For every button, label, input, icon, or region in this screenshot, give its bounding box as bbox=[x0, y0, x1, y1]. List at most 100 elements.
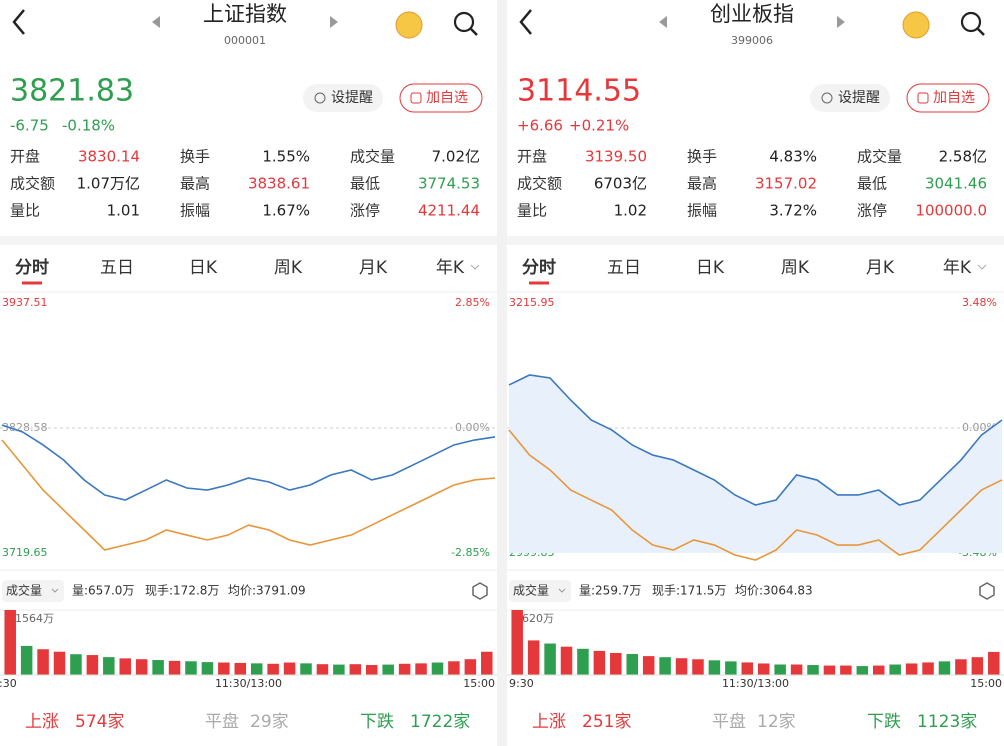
volume-max-label: 620万 bbox=[522, 612, 554, 625]
watchlist-button[interactable] bbox=[399, 83, 483, 113]
change-pct: +0.21% bbox=[569, 117, 629, 135]
tab[interactable]: 周K bbox=[274, 258, 303, 278]
volume-bar bbox=[103, 657, 115, 675]
volume-bar bbox=[560, 646, 573, 675]
stat-label: 量比 bbox=[10, 202, 40, 220]
alert-label: 设提醒 bbox=[331, 90, 373, 106]
tab[interactable]: 年K bbox=[943, 258, 972, 278]
volume-bar bbox=[234, 662, 247, 675]
back-button[interactable] bbox=[12, 9, 25, 35]
volume-stat: 量:259.7万 bbox=[579, 584, 641, 598]
settings-icon[interactable] bbox=[979, 582, 995, 600]
alert-label: 设提醒 bbox=[838, 90, 880, 106]
stat-label: 成交额 bbox=[517, 175, 562, 193]
volume-bar bbox=[448, 661, 460, 675]
breadth-label: 下跌 bbox=[867, 712, 901, 732]
stat-value: 100000.0 bbox=[915, 202, 987, 220]
tab[interactable]: 五日 bbox=[100, 258, 134, 278]
alert-button[interactable] bbox=[303, 84, 383, 112]
divider bbox=[497, 0, 507, 746]
index-title: 上证指数 bbox=[203, 2, 287, 26]
stat-value: 1.02 bbox=[614, 202, 647, 220]
volume-bar bbox=[349, 664, 362, 675]
volume-bar bbox=[168, 660, 181, 675]
stat-value: 4.83% bbox=[769, 148, 817, 166]
volume-bar bbox=[922, 662, 934, 675]
volume-chevron bbox=[51, 588, 59, 593]
breadth-label: 上涨 bbox=[25, 712, 59, 732]
volume-bar bbox=[250, 663, 263, 675]
breadth-count: 251家 bbox=[582, 712, 631, 732]
tab[interactable]: 年K bbox=[436, 258, 465, 278]
volume-bar bbox=[218, 662, 230, 675]
volume-bar bbox=[283, 662, 296, 675]
volume-stat: 量:657.0万 bbox=[72, 584, 134, 598]
y2-tick-label: 3.48% bbox=[962, 296, 997, 309]
tab[interactable]: 月K bbox=[866, 258, 895, 278]
stat-value: 1.01 bbox=[107, 202, 140, 220]
prev-index[interactable] bbox=[152, 16, 160, 28]
back-button[interactable] bbox=[519, 9, 532, 35]
volume-bar bbox=[938, 661, 951, 675]
bell-icon bbox=[821, 92, 833, 104]
stat-label: 开盘 bbox=[10, 148, 40, 166]
search-icon-handle[interactable] bbox=[977, 28, 985, 36]
tab[interactable]: 日K bbox=[189, 258, 218, 278]
stat-value: 3774.53 bbox=[418, 175, 480, 193]
volume-bar bbox=[872, 665, 885, 675]
breadth-count: 12家 bbox=[757, 712, 796, 732]
volume-stat: 均价:3064.83 bbox=[735, 584, 813, 598]
search-icon-handle[interactable] bbox=[470, 28, 478, 36]
stat-label: 最低 bbox=[857, 175, 887, 193]
volume-bar bbox=[464, 659, 477, 675]
mascot-icon[interactable] bbox=[902, 11, 930, 39]
volume-selector[interactable] bbox=[2, 580, 64, 602]
tab[interactable]: 分时 bbox=[522, 258, 556, 278]
index-code: 399006 bbox=[731, 34, 773, 47]
volume-bar bbox=[267, 663, 279, 675]
average-line bbox=[508, 429, 1003, 561]
stat-value: 3.72% bbox=[769, 202, 817, 220]
stat-value: 3838.61 bbox=[248, 175, 310, 193]
volume-bar bbox=[889, 664, 901, 675]
prev-index[interactable] bbox=[659, 16, 667, 28]
volume-bar bbox=[70, 654, 82, 675]
next-index[interactable] bbox=[330, 16, 338, 28]
volume-bar bbox=[807, 665, 819, 675]
volume-bar bbox=[20, 645, 33, 675]
volume-selector-label: 成交量 bbox=[6, 583, 42, 598]
index-title: 创业板指 bbox=[710, 2, 794, 26]
volume-bar bbox=[741, 662, 754, 675]
volume-bar bbox=[201, 662, 214, 675]
search-icon[interactable] bbox=[453, 11, 475, 33]
mascot-icon[interactable] bbox=[395, 11, 423, 39]
search-icon[interactable] bbox=[960, 11, 982, 33]
tab[interactable]: 月K bbox=[359, 258, 388, 278]
watchlist-button[interactable] bbox=[906, 83, 990, 113]
stat-label: 最低 bbox=[350, 175, 380, 193]
tab[interactable]: 分时 bbox=[15, 258, 49, 278]
alert-button[interactable] bbox=[810, 84, 890, 112]
stat-value: 3139.50 bbox=[585, 148, 647, 166]
breadth-label: 上涨 bbox=[532, 712, 566, 732]
stat-label: 成交量 bbox=[857, 148, 902, 166]
stat-value: 7.02亿 bbox=[432, 148, 480, 166]
volume-selector[interactable] bbox=[509, 580, 571, 602]
time-label: 11:30/13:00 bbox=[722, 677, 789, 690]
stat-value: 1.55% bbox=[262, 148, 310, 166]
volume-stat: 均价:3791.09 bbox=[228, 584, 306, 598]
stat-value: 4211.44 bbox=[418, 202, 480, 220]
stat-label: 开盘 bbox=[517, 148, 547, 166]
breadth-count: 1123家 bbox=[917, 712, 977, 732]
price-line bbox=[508, 374, 1003, 506]
tab[interactable]: 五日 bbox=[607, 258, 641, 278]
time-label: 9:30 bbox=[509, 677, 534, 690]
price: 3821.83 bbox=[10, 74, 134, 109]
next-index[interactable] bbox=[837, 16, 845, 28]
tab[interactable]: 日K bbox=[696, 258, 725, 278]
breadth-label: 下跌 bbox=[360, 712, 394, 732]
volume-bar bbox=[988, 651, 1000, 675]
settings-icon[interactable] bbox=[472, 582, 488, 600]
tab[interactable]: 周K bbox=[781, 258, 810, 278]
